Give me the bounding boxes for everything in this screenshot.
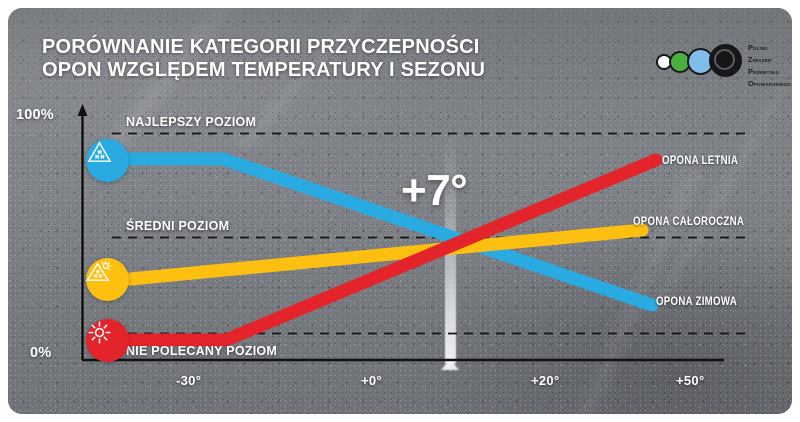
- logo-dot-black: [709, 44, 742, 77]
- x-tick-label-plus-20: +20°: [531, 373, 560, 388]
- sun-icon: [88, 321, 111, 344]
- level-label-best: NAJLEPSZY POZIOM: [126, 115, 257, 129]
- title-line-1: PORÓWNANIE KATEGORII PRZYCZEPNOŚCI: [42, 36, 480, 58]
- logo-text-line-2: Związek: [748, 54, 772, 64]
- series-line-all-season: [113, 223, 649, 287]
- badge-winter-tire: [86, 139, 129, 182]
- level-label-medium: ŚREDNI POZIOM: [126, 219, 230, 233]
- page-title: PORÓWNANIE KATEGORII PRZYCZEPNOŚCI OPON …: [42, 36, 562, 83]
- mountain-snowflake-sun-icon: [86, 260, 111, 281]
- logo-text-line-1: Polski: [748, 43, 768, 52]
- pzpo-logo: Polski Związek Przemysłu Oponiarskiego: [656, 40, 791, 88]
- series-label-all-season: OPONA CAŁOROCZNA: [633, 216, 745, 228]
- x-tick-label-zero: +0°: [361, 373, 382, 388]
- road-background-card: PORÓWNANIE KATEGORII PRZYCZEPNOŚCI OPON …: [8, 8, 792, 414]
- badge-all-season-tire: [86, 258, 129, 301]
- logo-wordmark: Polski Związek Przemysłu Oponiarskiego: [748, 42, 791, 90]
- series-line-winter: [111, 152, 659, 312]
- x-tick-label-minus-30: -30°: [176, 373, 202, 388]
- series-line-summer: [113, 153, 663, 347]
- series-label-winter: OPONA ZIMOWA: [656, 296, 737, 308]
- y-axis-max-label: 100%: [16, 107, 54, 123]
- title-line-2: OPON WZGLĘDEM TEMPERATURY I SEZONU: [42, 59, 486, 82]
- crossover-temperature-annotation: +7°: [401, 166, 468, 215]
- x-tick-label-plus-50: +50°: [676, 373, 705, 388]
- badge-summer-tire: [86, 319, 129, 362]
- chart-area: 100% 0% NAJLEPSZY POZIOM ŚREDNI POZIOM N…: [8, 8, 792, 414]
- chart-svg: [77, 104, 748, 362]
- chart-axes: [77, 104, 724, 362]
- level-label-not-recommended: NIE POLECANY POZIOM: [126, 344, 278, 358]
- mountain-snowflake-icon: [87, 141, 112, 162]
- y-axis-min-label: 0%: [30, 345, 52, 361]
- logo-text-line-4: Oponiarskiego: [748, 78, 791, 88]
- logo-text-line-3: Przemysłu: [748, 66, 780, 76]
- series-label-summer: OPONA LETNIA: [662, 155, 739, 167]
